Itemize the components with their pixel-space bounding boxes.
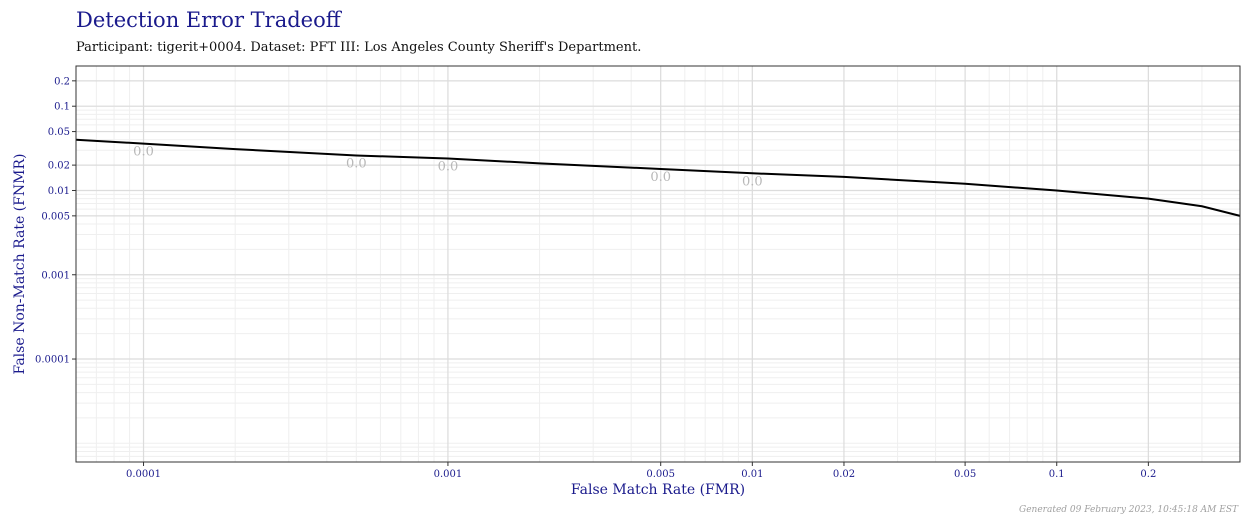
x-tick-label: 0.1 — [1049, 469, 1065, 480]
y-tick-label: 0.001 — [41, 270, 70, 281]
y-tick-label: 0.2 — [54, 76, 70, 87]
threshold-annotation: 0.0 — [346, 157, 367, 172]
y-tick-label: 0.01 — [48, 186, 70, 197]
y-tick-label: 0.05 — [48, 127, 70, 138]
y-tick-label: 0.02 — [48, 161, 70, 172]
det-chart: 0.0001 0.001 0.005 0.01 0.02 0.05 0.1 0.2 0.20.… — [12, 65, 1241, 498]
threshold-annotation: 0.0 — [742, 174, 763, 189]
x-tick-label: 0.2 — [1140, 469, 1156, 480]
x-axis-ticks: 0.0001 0.001 0.005 0.01 0.02 0.05 0.1 0.2 — [126, 462, 1156, 480]
x-tick-label: 0.05 — [954, 469, 976, 480]
y-tick-label: 0.1 — [54, 102, 70, 113]
y-tick-label: 0.0001 — [35, 355, 70, 366]
chart-title: Detection Error Tradeoff — [76, 8, 341, 32]
y-axis-label: False Non-Match Rate (FNMR) — [12, 154, 28, 375]
x-tick-label: 0.02 — [833, 469, 855, 480]
grid — [75, 66, 1241, 463]
x-axis-label: False Match Rate (FMR) — [571, 482, 745, 498]
x-tick-label: 0.01 — [741, 469, 763, 480]
chart-subtitle: Participant: tigerit+0004. Dataset: PFT … — [76, 40, 642, 55]
y-axis-ticks: 0.2 0.1 0.05 0.02 0.01 0.005 0.001 0.0001 — [35, 76, 76, 366]
det-curve — [75, 138, 1241, 217]
annotations: 0.0 0.0 0.0 0.0 0.0 — [133, 145, 762, 190]
y-tick-label: 0.005 — [41, 211, 70, 222]
x-tick-label: 0.0001 — [126, 469, 161, 480]
threshold-annotation: 0.0 — [650, 170, 671, 185]
generated-timestamp: Generated 09 February 2023, 10:45:18 AM … — [1019, 505, 1238, 515]
threshold-annotation: 0.0 — [438, 159, 459, 174]
plot-frame — [75, 65, 1241, 463]
x-tick-label: 0.005 — [646, 469, 675, 480]
x-tick-label: 0.001 — [434, 469, 463, 480]
threshold-annotation: 0.0 — [133, 145, 154, 160]
